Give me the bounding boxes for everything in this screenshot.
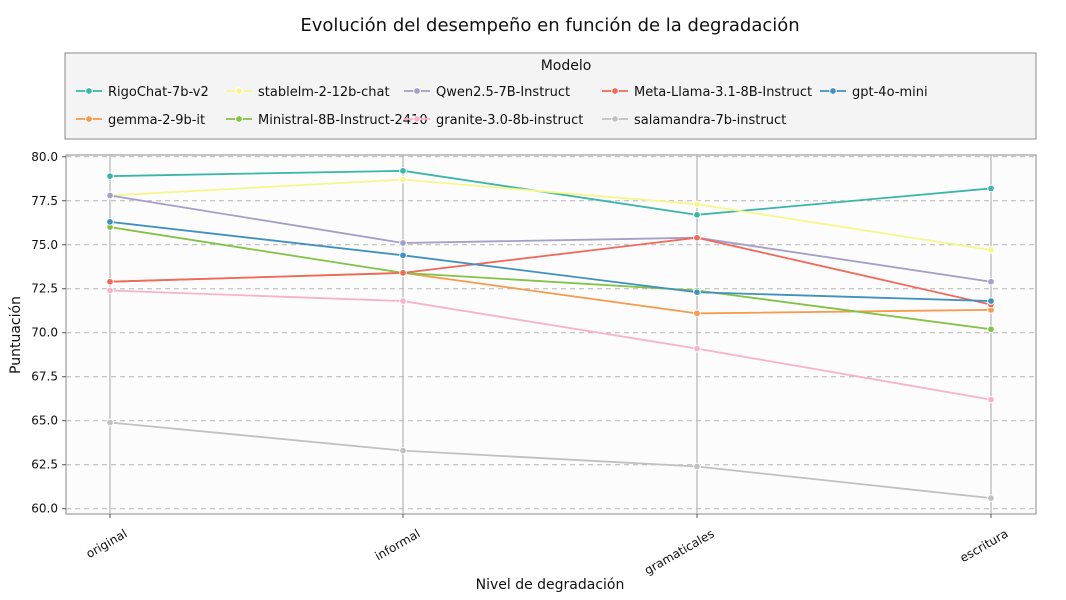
data-point: [693, 211, 701, 219]
data-point: [987, 395, 995, 404]
data-point: [693, 309, 701, 318]
data-point: [693, 344, 701, 353]
legend-item-granite-3-0-8b-instruct: granite-3.0-8b-instruct: [404, 113, 583, 128]
y-tick-label: 72.5: [31, 282, 58, 296]
legend-swatch-marker: [235, 115, 243, 123]
y-tick-label: 80.0: [31, 150, 58, 164]
data-point: [106, 418, 114, 427]
legend-swatch-marker: [85, 87, 93, 95]
legend-item-gemma-2-9b-it: gemma-2-9b-it: [76, 113, 205, 128]
y-axis-label: Puntuación: [8, 296, 24, 374]
legend-swatch-marker: [611, 115, 619, 123]
series-line: [109, 226, 992, 331]
y-tick-label: 77.5: [31, 194, 58, 208]
legend-item-salamandra-7b-instruct: salamandra-7b-instruct: [602, 113, 786, 128]
plot-area: [65, 154, 1037, 515]
legend-swatch-marker: [85, 115, 93, 123]
legend-label: stablelm-2-12b-chat: [258, 85, 390, 100]
data-point: [106, 286, 114, 295]
series-line: [109, 178, 992, 251]
series-line: [109, 289, 992, 401]
data-point: [106, 218, 114, 226]
x-axis-label: Nivel de degradación: [476, 577, 625, 593]
data-point: [987, 297, 995, 305]
legend-label: Meta-Llama-3.1-8B-Instruct: [634, 85, 812, 100]
x-tick-label: original: [84, 526, 130, 561]
legend-label: gemma-2-9b-it: [108, 113, 205, 128]
legend-label: RigoChat-7b-v2: [108, 85, 209, 100]
legend: RigoChat-7b-v2 gemma-2-9b-it stablelm-2-12…: [76, 85, 928, 128]
legend-label: Ministral-8B-Instruct-2410: [258, 113, 428, 128]
series-line: [109, 236, 992, 306]
legend-swatch-marker: [413, 87, 421, 95]
legend-item-gpt-4o-mini: gpt-4o-mini: [820, 85, 928, 100]
data-point: [693, 462, 701, 471]
legend-title: Modelo: [541, 58, 592, 74]
y-axis: 60.0 62.5 65.0 67.5 70.0 72.5 75.0 77.5 80.0: [31, 150, 66, 516]
y-tick-label: 62.5: [31, 458, 58, 472]
y-tick-label: 67.5: [31, 370, 58, 384]
y-tick-label: 60.0: [31, 502, 58, 516]
legend-label: salamandra-7b-instruct: [634, 113, 786, 128]
x-tick-label: informal: [373, 526, 423, 563]
data-point: [987, 184, 995, 193]
legend-label: gpt-4o-mini: [852, 85, 928, 100]
series-granite-3-0-8b-instruct: [106, 286, 995, 404]
data-point: [693, 200, 701, 209]
data-point: [693, 233, 701, 242]
data-point: [399, 239, 407, 247]
data-point: [399, 297, 407, 305]
data-point: [987, 277, 995, 286]
y-tick-label: 70.0: [31, 326, 58, 340]
legend-swatch-marker: [829, 87, 837, 95]
series-salamandra-7b-instruct: [106, 418, 995, 502]
x-axis: original informal gramaticales escritura: [84, 514, 1011, 578]
data-point: [693, 288, 701, 297]
data-point: [399, 175, 407, 184]
legend-item-meta-llama-3-1-8b-instruct: Meta-Llama-3.1-8B-Instruct: [602, 85, 812, 100]
data-point: [106, 277, 114, 286]
series-line: [109, 194, 992, 283]
legend-label: granite-3.0-8b-instruct: [436, 113, 583, 128]
x-tick-label: escritura: [958, 526, 1011, 565]
legend-swatch-marker: [611, 87, 619, 95]
legend-box: [64, 52, 1037, 140]
y-tick-label: 75.0: [31, 238, 58, 252]
data-point: [106, 191, 114, 200]
data-point: [987, 246, 995, 254]
data-point: [399, 269, 407, 277]
series-line: [109, 220, 992, 302]
legend-swatch-marker: [235, 87, 243, 95]
data-point: [399, 251, 407, 260]
data-point: [987, 325, 995, 333]
data-point: [399, 167, 407, 175]
legend-item-rigochat-7b-v2: RigoChat-7b-v2: [76, 85, 209, 100]
chart-title: Evolución del desempeño en función de la…: [300, 15, 799, 36]
legend-item-stablelm-2-12b-chat: stablelm-2-12b-chat: [226, 85, 390, 100]
data-point: [106, 172, 114, 180]
data-point: [987, 494, 995, 502]
series-line: [109, 421, 992, 500]
x-tick-label: gramaticales: [642, 526, 716, 577]
legend-swatch-marker: [413, 115, 421, 123]
legend-item-ministral-8b-instruct-2410: Ministral-8B-Instruct-2410: [226, 113, 428, 128]
data-point: [399, 446, 407, 455]
y-tick-label: 65.0: [31, 414, 58, 428]
legend-label: Qwen2.5-7B-Instruct: [436, 85, 570, 100]
legend-item-qwen2-5-7b-instruct: Qwen2.5-7B-Instruct: [404, 85, 570, 100]
series-group: [106, 167, 995, 502]
series-gpt-4o-mini: [106, 218, 995, 305]
